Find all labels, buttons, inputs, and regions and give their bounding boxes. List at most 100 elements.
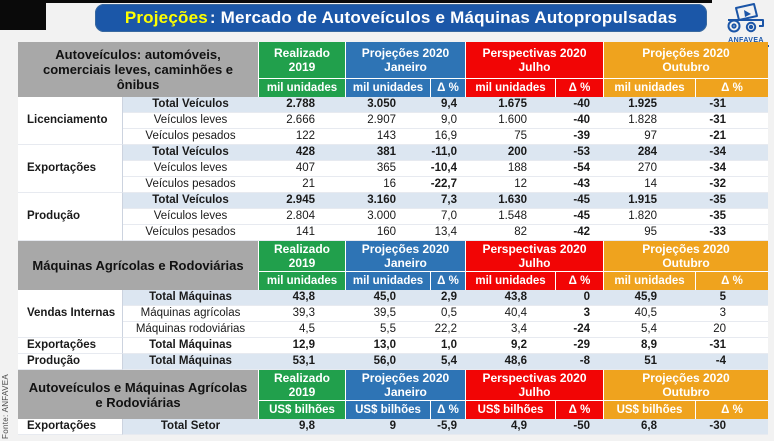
value-cell: 3 [695,306,768,322]
units-row: mil unidades [258,271,345,290]
value-cell: -24 [555,322,603,338]
value-cell: -21 [695,129,768,145]
period-title-line1: Projeções 2020 [642,371,730,385]
value-cell: -40 [555,97,603,113]
value-cell: -54 [555,161,603,177]
unit-label: Δ % [555,272,603,290]
tractor-icon [723,3,769,38]
unit-label: US$ bilhões [258,401,345,419]
value-cell: 5,4 [603,322,695,338]
value-cell: -29 [555,338,603,354]
corner-block [0,0,46,30]
row-group-label: Exportações [18,419,123,435]
value-cell: 0 [555,290,603,306]
units-row: US$ bilhões Δ % [603,400,768,419]
unit-label: mil unidades [465,79,555,97]
period-title-line2: 2019 [288,256,316,270]
section-header: Autoveículos: automóveis, comerciais lev… [18,42,768,97]
row-item-label: Máquinas agrícolas [123,306,258,322]
value-cell: 365 [345,161,430,177]
unit-label: mil unidades [345,272,430,290]
value-cell: 0,5 [430,306,465,322]
unit-label: mil unidades [258,272,345,290]
value-cell: 381 [345,145,430,161]
value-cell: 2.804 [258,209,345,225]
period-column-header: Projeções 2020 Outubro mil unidades Δ % [603,241,768,290]
logo-text: ANFAVEA [728,37,764,44]
value-cell: 9,0 [430,113,465,129]
value-cell: 2.907 [345,113,430,129]
anfavea-logo: ANFAVEA [721,2,771,47]
period-title-line1: Perspectivas 2020 [482,242,587,256]
period-title-line1: Perspectivas 2020 [482,371,587,385]
period-title-line2: Outubro [662,385,710,399]
value-cell: 43,8 [258,290,345,306]
value-cell: 12,9 [258,338,345,354]
page-title-rest: : Mercado de Autoveículos e Máquinas Aut… [209,8,678,27]
units-row: US$ bilhões Δ % [465,400,603,419]
units-row: US$ bilhões Δ % [345,400,465,419]
value-cell: 39,5 [345,306,430,322]
period-title-line2: 2019 [288,60,316,74]
value-cell: -40 [555,113,603,129]
unit-label: Δ % [695,401,768,419]
unit-label: mil unidades [603,79,695,97]
units-row: US$ bilhões [258,400,345,419]
projections-table: Autoveículos: automóveis, comerciais lev… [18,42,768,435]
period-title: Projeções 2020 Outubro [603,42,768,78]
value-cell: 75 [465,129,555,145]
value-cell: 45,0 [345,290,430,306]
value-cell: -8 [555,354,603,370]
value-cell: 1.548 [465,209,555,225]
row-item-label: Total Máquinas [123,338,258,354]
period-title: Perspectivas 2020 Julho [465,370,603,400]
period-title-line2: Janeiro [384,60,427,74]
period-title-line1: Realizado [273,242,330,256]
period-column-header: Realizado 2019 US$ bilhões [258,370,345,419]
value-cell: 2.666 [258,113,345,129]
value-cell: 5,4 [430,354,465,370]
unit-label: Δ % [430,272,465,290]
period-column-header: Perspectivas 2020 Julho mil unidades Δ % [465,42,603,97]
value-cell: -32 [695,177,768,193]
value-cell: 5,5 [345,322,430,338]
value-cell: 6,8 [603,419,695,435]
value-cell: 43,8 [465,290,555,306]
row-group-label: Licenciamento [18,97,123,145]
period-title-line2: Julho [518,256,551,270]
units-row: mil unidades Δ % [603,78,768,97]
unit-label: Δ % [555,79,603,97]
value-cell: 16,9 [430,129,465,145]
value-cell: 1.630 [465,193,555,209]
value-cell: 3.050 [345,97,430,113]
unit-label: Δ % [430,79,465,97]
value-cell: 12 [465,177,555,193]
period-title: Projeções 2020 Outubro [603,241,768,271]
value-cell: 1.600 [465,113,555,129]
row-item-label: Total Veículos [123,145,258,161]
period-title: Projeções 2020 Janeiro [345,42,465,78]
value-cell: 4,5 [258,322,345,338]
value-cell: -22,7 [430,177,465,193]
period-title-line2: 2019 [288,385,316,399]
value-cell: 4,9 [465,419,555,435]
value-cell: -4 [695,354,768,370]
value-cell: 5 [695,290,768,306]
value-cell: 1,0 [430,338,465,354]
unit-label: Δ % [430,401,465,419]
value-cell: 82 [465,225,555,241]
value-cell: 407 [258,161,345,177]
unit-label: mil unidades [345,79,430,97]
period-title-line2: Julho [518,60,551,74]
period-column-header: Perspectivas 2020 Julho US$ bilhões Δ % [465,370,603,419]
section-body: Exportações Total Setor 9,8 9 -5,9 4,9 -50 6,8-… [18,419,768,435]
row-item-label: Veículos pesados [123,177,258,193]
period-title-line1: Projeções 2020 [361,242,450,256]
units-row: mil unidades Δ % [465,78,603,97]
units-row: mil unidades Δ % [603,271,768,290]
value-cell: 20 [695,322,768,338]
row-group-label: Produção [18,193,123,241]
value-cell: -50 [555,419,603,435]
value-cell: 48,6 [465,354,555,370]
